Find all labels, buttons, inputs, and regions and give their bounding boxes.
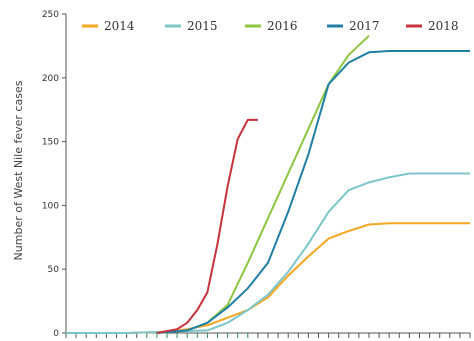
y-tick-label: 200 bbox=[42, 74, 59, 84]
y-tick-label: 150 bbox=[42, 138, 59, 148]
series-line-2018-tail bbox=[236, 118, 258, 140]
y-tick-label: 250 bbox=[42, 10, 59, 20]
legend-label-2018: 2018 bbox=[428, 19, 459, 33]
legend-label-2014: 2014 bbox=[104, 19, 135, 33]
legend-label-2017: 2017 bbox=[349, 19, 380, 33]
y-tick-label: 0 bbox=[53, 329, 59, 339]
legend-label-2015: 2015 bbox=[187, 19, 218, 33]
y-axis-label: Number of West Nile fever cases bbox=[12, 80, 25, 260]
y-tick-label: 50 bbox=[48, 265, 60, 275]
legend-label-2016: 2016 bbox=[267, 19, 298, 33]
series-layer bbox=[66, 34, 470, 334]
series-line-2014 bbox=[66, 222, 470, 334]
y-axis: 0 50 100 150 200 250 bbox=[42, 10, 67, 339]
legend: 2014 2015 2016 2017 2018 bbox=[82, 19, 459, 33]
series-line-2016 bbox=[156, 34, 370, 334]
y-tick-label: 100 bbox=[42, 201, 59, 211]
series-line-2015 bbox=[66, 172, 470, 334]
series-line-2018 bbox=[156, 138, 239, 334]
series-line-2017 bbox=[156, 50, 470, 334]
